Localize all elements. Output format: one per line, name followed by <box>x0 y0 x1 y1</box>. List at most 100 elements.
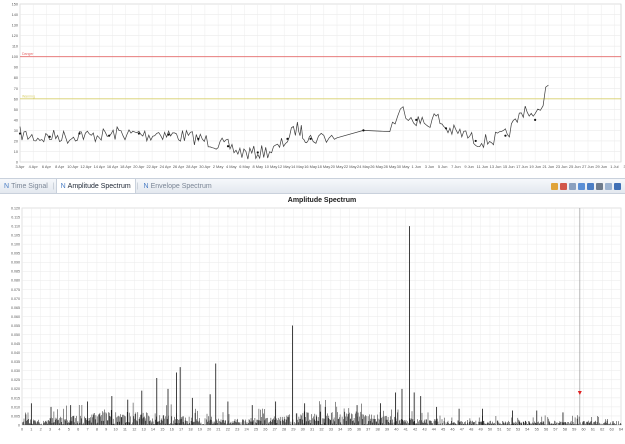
grid-icon[interactable] <box>569 182 576 190</box>
tab-amplitude-spectrum[interactable]: N Amplitude Spectrum <box>55 179 136 193</box>
x-tick-label: 27 Jun <box>582 164 594 169</box>
x-tick-label: 56 <box>544 428 548 432</box>
export-icon[interactable] <box>560 182 567 190</box>
x-tick-label: 29 <box>291 428 295 432</box>
y-tick-label: 80 <box>14 76 18 80</box>
link-icon[interactable] <box>605 182 612 190</box>
help-icon[interactable] <box>614 182 621 190</box>
x-tick-label: 12 Apr <box>80 164 92 169</box>
x-tick-label: 58 <box>563 428 567 432</box>
x-tick-label: 8 Apr <box>55 164 65 169</box>
x-tick-label: 22 <box>226 428 230 432</box>
trend-data-point <box>137 132 140 135</box>
tab-label: Envelope Spectrum <box>150 182 212 190</box>
x-tick-label: 20 <box>207 428 211 432</box>
x-tick-label: 52 <box>507 428 511 432</box>
trend-data-point <box>415 118 418 121</box>
trend-data-point <box>362 129 365 132</box>
x-tick-label: 8 <box>96 428 98 432</box>
x-tick-label: 3 Jul <box>623 164 625 169</box>
y-tick-label: 0.070 <box>11 297 20 301</box>
y-tick-label: 0.010 <box>11 405 20 409</box>
tab-time-signal[interactable]: N Time Signal <box>0 179 52 193</box>
y-tick-label: 30 <box>14 129 18 133</box>
x-tick-label: 32 <box>319 428 323 432</box>
y-tick-label: 70 <box>14 87 18 91</box>
y-tick-label: 0 <box>16 161 18 165</box>
y-tick-label: 0.020 <box>11 387 20 391</box>
cursor-icon[interactable] <box>578 182 585 190</box>
y-tick-label: 20 <box>14 139 18 143</box>
x-tick-label: 21 <box>216 428 220 432</box>
x-tick-label: 25 <box>254 428 258 432</box>
x-tick-label: 0 <box>21 428 23 432</box>
x-tick-label: 15 Jun <box>503 164 515 169</box>
zoom-icon[interactable] <box>551 182 558 190</box>
x-tick-label: 26 May <box>370 164 383 169</box>
trend-data-point <box>48 135 51 138</box>
threshold-label: Warning <box>22 94 35 98</box>
y-tick-label: 0.025 <box>11 378 20 382</box>
x-tick-label: 16 <box>170 428 174 432</box>
x-tick-label: 57 <box>553 428 557 432</box>
x-tick-label: 10 <box>113 428 117 432</box>
threshold-label: Danger <box>22 52 34 56</box>
x-tick-label: 39 <box>385 428 389 432</box>
y-tick-label: 0.045 <box>11 342 20 346</box>
x-tick-label: 48 <box>469 428 473 432</box>
trend-data-point <box>474 139 477 143</box>
spectrum-chart-panel[interactable]: Amplitude Spectrum 0 0.005 0.010 0.015 0.020… <box>0 194 625 439</box>
x-tick-label: 63 <box>610 428 614 432</box>
x-tick-label: 18 Apr <box>120 164 132 169</box>
y-tick-label: 0.040 <box>11 351 20 355</box>
chart-icon[interactable] <box>587 182 594 190</box>
y-tick-label: 0.110 <box>11 224 20 228</box>
x-tick-label: 30 Apr <box>199 164 211 169</box>
y-tick-label: 150 <box>12 3 18 7</box>
tab-separator: | <box>136 182 139 190</box>
x-tick-label: 41 <box>404 428 408 432</box>
x-tick-label: 4 May <box>226 164 237 169</box>
trend-chart[interactable]: 0 10 20 30 40 50 60 70 80 90 100 110 120 130 140 150 3 A… <box>0 0 625 178</box>
trend-data-point <box>504 134 507 137</box>
x-tick-label: 13 <box>142 428 146 432</box>
tab-envelope-spectrum[interactable]: N Envelope Spectrum <box>140 179 216 193</box>
x-tick-label: 14 <box>151 428 155 432</box>
x-tick-label: 5 <box>68 428 70 432</box>
y-tick-label: 0.075 <box>11 288 20 292</box>
x-tick-label: 54 <box>525 428 529 432</box>
x-tick-label: 8 May <box>252 164 263 169</box>
x-tick-label: 11 Jun <box>477 164 488 169</box>
x-tick-label: 23 Jun <box>556 164 568 169</box>
x-tick-label: 30 May <box>397 164 410 169</box>
tab-label: Time Signal <box>11 182 48 190</box>
spectrum-chart[interactable]: Amplitude Spectrum 0 0.005 0.010 0.015 0.020… <box>0 194 625 439</box>
x-tick-label: 1 <box>30 428 32 432</box>
x-tick-label: 28 <box>282 428 286 432</box>
x-tick-label: 44 <box>432 428 436 432</box>
x-tick-label: 12 <box>132 428 136 432</box>
y-tick-label: 120 <box>12 34 18 38</box>
y-tick-label: 110 <box>12 45 18 49</box>
x-tick-label: 16 Apr <box>107 164 119 169</box>
x-tick-label: 3 <box>49 428 51 432</box>
y-tick-label: 50 <box>14 108 18 112</box>
x-tick-label: 22 Apr <box>146 164 158 169</box>
print-icon[interactable] <box>596 182 603 190</box>
trend-data-point <box>286 137 289 140</box>
trend-chart-panel[interactable]: 0 10 20 30 40 50 60 70 80 90 100 110 120 130 140 150 3 A… <box>0 0 625 178</box>
x-tick-label: 21 Jun <box>543 164 555 169</box>
x-tick-label: 62 <box>600 428 604 432</box>
y-tick-label: 0.085 <box>11 270 20 274</box>
x-tick-label: 59 <box>572 428 576 432</box>
x-tick-label: 3 Apr <box>15 164 25 169</box>
tab-chart-icon: N <box>60 182 66 190</box>
y-tick-label: 0.015 <box>11 396 20 400</box>
y-tick-label: 0.050 <box>11 333 20 337</box>
x-tick-label: 46 <box>450 428 454 432</box>
x-tick-label: 25 Jun <box>569 164 581 169</box>
x-tick-label: 33 <box>329 428 333 432</box>
x-tick-label: 47 <box>460 428 464 432</box>
x-tick-label: 6 Apr <box>42 164 52 169</box>
chart-title: Amplitude Spectrum <box>288 197 356 204</box>
